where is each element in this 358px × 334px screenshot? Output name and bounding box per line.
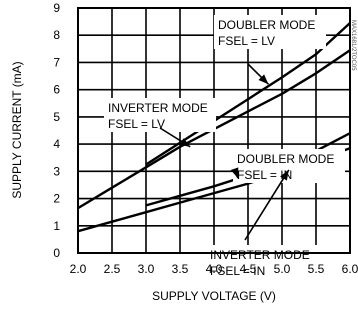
x-tick-label: 3.0 [138, 262, 155, 276]
y-tick-label: 0 [53, 246, 60, 260]
x-tick-label: 6.0 [342, 262, 358, 276]
annotation-arrowhead [179, 138, 191, 147]
annotation-label-line: FSEL = IN [237, 168, 292, 182]
y-axis-label: SUPPLY CURRENT (mA) [10, 61, 24, 198]
y-tick-label: 3 [53, 164, 60, 178]
y-tick-label: 6 [53, 83, 60, 97]
series-line-1 [145, 22, 351, 166]
annotation-arrowhead [230, 167, 239, 179]
x-tick-label: 5.5 [308, 262, 325, 276]
x-tick-label: 2.0 [70, 262, 87, 276]
x-axis-label: SUPPLY VOLTAGE (V) [152, 289, 276, 303]
annotation-label-line: DOUBLER MODE [237, 152, 334, 166]
annotation-label-line: INVERTER MODE [210, 248, 310, 262]
x-tick-label: 4.5 [240, 262, 257, 276]
annotation-bg [214, 15, 326, 49]
y-tick-label: 4 [53, 137, 60, 151]
chart-id-note: MAX1681/2TOC05 [350, 20, 356, 71]
annotation-label-line: FSEL = IN [210, 264, 265, 278]
y-tick-label: 1 [53, 219, 60, 233]
annotation-label-line: FSEL = LV [218, 34, 275, 48]
annotation-arrowhead [258, 74, 269, 85]
annotation-leader [244, 169, 290, 241]
x-tick-label: 2.5 [104, 262, 121, 276]
annotation-label-line: FSEL = LV [108, 117, 165, 131]
y-tick-label: 9 [53, 1, 60, 15]
annotation-label-line: DOUBLER MODE [218, 18, 315, 32]
x-tick-label: 3.5 [172, 262, 189, 276]
annotation-layer: DOUBLER MODE FSEL = LV INVERTER MODE FSEL =… [104, 15, 345, 279]
tick-label-layer: 2.0 2.5 3.0 3.5 4.0 4.5 5.0 5.5 6.0 0 1 2 3 4 5 6 7 8 9 [53, 1, 358, 276]
plot-frame [77, 7, 351, 254]
y-tick-label: 2 [53, 192, 60, 206]
x-tick-label: 5.0 [274, 262, 291, 276]
annotation-bg [233, 149, 345, 183]
annotation-bg [104, 98, 216, 132]
y-tick-label: 8 [53, 28, 60, 42]
y-tick-label: 7 [53, 55, 60, 69]
annotation-bg [206, 245, 318, 279]
y-tick-label: 5 [53, 110, 60, 124]
annotation-label-line: INVERTER MODE [108, 101, 208, 115]
x-tick-label: 4.0 [206, 262, 223, 276]
annotation-arrowhead [280, 169, 289, 181]
